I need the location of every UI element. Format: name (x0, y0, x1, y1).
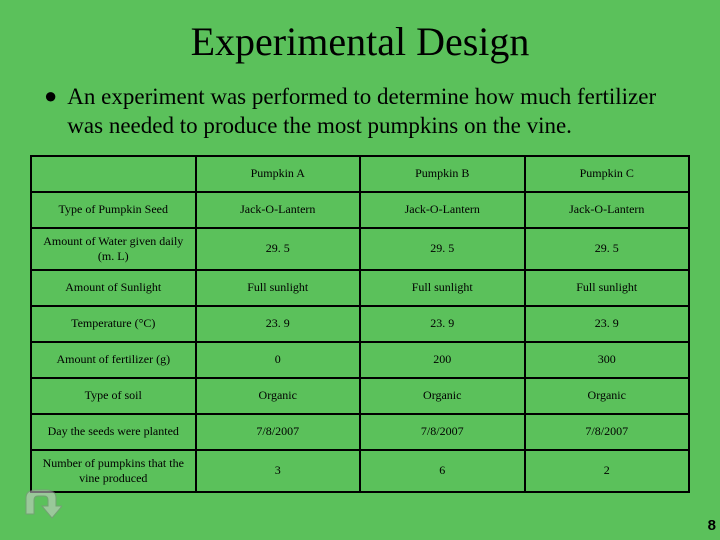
cell: 23. 9 (196, 306, 361, 342)
cell: Jack-O-Lantern (196, 192, 361, 228)
cell: 6 (360, 450, 525, 492)
cell: 2 (525, 450, 690, 492)
page-number: 8 (708, 517, 716, 534)
table-body: Type of Pumpkin Seed Jack-O-Lantern Jack… (31, 192, 689, 492)
row-label: Type of soil (31, 378, 196, 414)
table-row: Day the seeds were planted 7/8/2007 7/8/… (31, 414, 689, 450)
table-row: Type of Pumpkin Seed Jack-O-Lantern Jack… (31, 192, 689, 228)
cell: Organic (525, 378, 690, 414)
bullet-item: ● An experiment was performed to determi… (38, 83, 682, 141)
cell: Organic (196, 378, 361, 414)
cell: 7/8/2007 (196, 414, 361, 450)
row-label: Type of Pumpkin Seed (31, 192, 196, 228)
data-table: Pumpkin A Pumpkin B Pumpkin C Type of Pu… (30, 155, 690, 493)
cell: Organic (360, 378, 525, 414)
col-header-a: Pumpkin A (196, 156, 361, 192)
col-header-c: Pumpkin C (525, 156, 690, 192)
cell: Full sunlight (196, 270, 361, 306)
cell: Jack-O-Lantern (525, 192, 690, 228)
cell: 7/8/2007 (525, 414, 690, 450)
table-row: Temperature (°C) 23. 9 23. 9 23. 9 (31, 306, 689, 342)
cell: 29. 5 (525, 228, 690, 270)
cell: Full sunlight (360, 270, 525, 306)
bullet-marker: ● (44, 83, 57, 109)
cell: 29. 5 (360, 228, 525, 270)
page-title: Experimental Design (30, 18, 690, 65)
row-label: Amount of fertilizer (g) (31, 342, 196, 378)
table-row: Amount of Water given daily (m. L) 29. 5… (31, 228, 689, 270)
row-label: Temperature (°C) (31, 306, 196, 342)
cell: 0 (196, 342, 361, 378)
row-label: Amount of Sunlight (31, 270, 196, 306)
cell: 23. 9 (360, 306, 525, 342)
cell: 7/8/2007 (360, 414, 525, 450)
col-header-b: Pumpkin B (360, 156, 525, 192)
row-label: Amount of Water given daily (m. L) (31, 228, 196, 270)
col-header-blank (31, 156, 196, 192)
u-turn-arrow-icon (18, 484, 62, 522)
table-header-row: Pumpkin A Pumpkin B Pumpkin C (31, 156, 689, 192)
table-row: Number of pumpkins that the vine produce… (31, 450, 689, 492)
cell: Jack-O-Lantern (360, 192, 525, 228)
cell: 3 (196, 450, 361, 492)
arrow-path (26, 490, 62, 518)
cell: 200 (360, 342, 525, 378)
cell: 23. 9 (525, 306, 690, 342)
table-row: Type of soil Organic Organic Organic (31, 378, 689, 414)
cell: Full sunlight (525, 270, 690, 306)
row-label: Day the seeds were planted (31, 414, 196, 450)
table-row: Amount of fertilizer (g) 0 200 300 (31, 342, 689, 378)
slide-container: Experimental Design ● An experiment was … (0, 0, 720, 540)
bullet-text: An experiment was performed to determine… (67, 83, 682, 141)
cell: 300 (525, 342, 690, 378)
cell: 29. 5 (196, 228, 361, 270)
table-row: Amount of Sunlight Full sunlight Full su… (31, 270, 689, 306)
